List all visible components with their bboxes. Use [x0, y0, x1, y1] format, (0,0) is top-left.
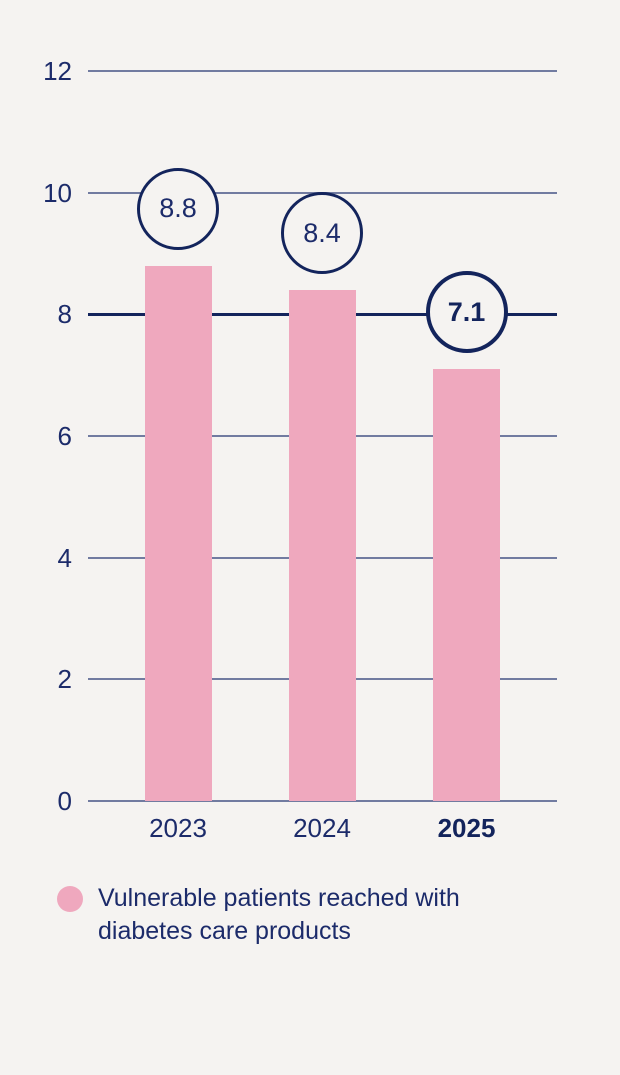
y-axis-tick-label-6: 6	[57, 421, 72, 451]
bar-2025	[433, 369, 500, 801]
gridline-0	[88, 800, 557, 802]
bar-2024	[288, 290, 356, 801]
x-axis-label-2024: 2024	[293, 813, 351, 843]
value-callout-2023: 8.8	[137, 167, 219, 250]
value-callout-2025: 7.1	[425, 271, 508, 354]
chart-legend: Vulnerable patients reached with diabete…	[57, 882, 460, 948]
bar-2023	[144, 265, 212, 801]
y-axis-tick-label-10: 10	[43, 177, 72, 208]
legend-swatch-icon	[57, 886, 83, 912]
y-axis-tick-label-4: 4	[57, 542, 72, 573]
legend-label: Vulnerable patients reached with diabete…	[98, 882, 460, 948]
x-axis-label-2023: 2023	[149, 813, 207, 843]
y-axis-tick-label-12: 12	[43, 56, 72, 86]
legend-label-line-1: Vulnerable patients reached with	[98, 884, 460, 912]
legend-label-line-2: diabetes care products	[98, 917, 351, 945]
y-axis-tick-label-0: 0	[57, 786, 72, 816]
gridline-12	[88, 70, 557, 72]
y-axis-tick-label-8: 8	[57, 299, 72, 330]
y-axis-tick-label-2: 2	[57, 664, 72, 695]
x-axis-label-2025: 2025	[437, 813, 496, 843]
value-callout-2024: 8.4	[281, 192, 363, 274]
